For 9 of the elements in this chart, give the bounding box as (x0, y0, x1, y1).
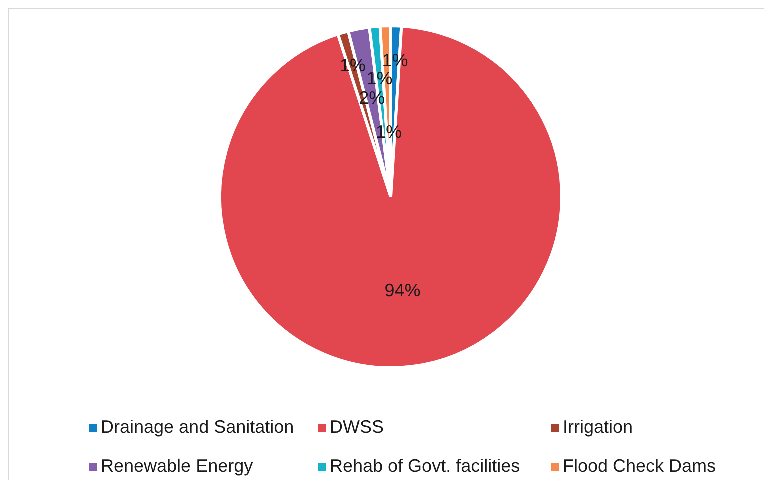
legend-label: Flood Check Dams (563, 456, 716, 477)
legend-label: Drainage and Sanitation (101, 417, 294, 438)
legend-label: Irrigation (563, 417, 634, 438)
pie-slice (218, 24, 564, 370)
data-label: 94% (384, 280, 421, 300)
legend-label: DWSS (330, 417, 384, 438)
legend-label: Rehab of Govt. facilities (330, 456, 520, 477)
data-label: 2% (359, 88, 386, 108)
legend-label: Renewable Energy (101, 456, 254, 477)
